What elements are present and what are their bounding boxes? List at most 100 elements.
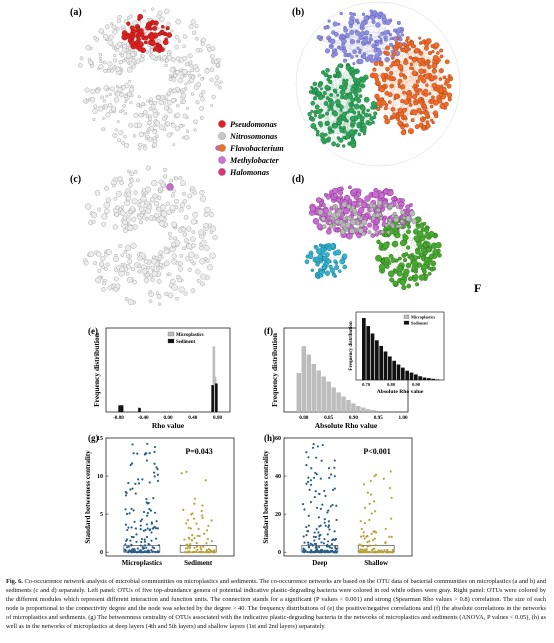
network-node [377,15,382,20]
network-node [409,66,413,70]
network-node [397,78,403,84]
network-node [200,239,207,246]
data-point [388,535,391,538]
network-node [136,178,140,183]
network-node [113,276,119,282]
network-node [98,53,103,57]
network-node [348,107,355,114]
network-node [328,130,332,134]
data-point [335,504,338,507]
network-node [352,12,357,17]
network-node [210,225,217,232]
network-node [423,88,429,94]
network-node [170,29,174,33]
network-node [165,26,170,31]
network-node [324,270,331,276]
network-node [422,116,427,121]
network-node [121,141,125,145]
data-point [143,540,147,543]
data-point [324,524,327,527]
data-point [186,551,189,554]
network-node [180,100,184,104]
network-node [385,51,390,56]
network-node [92,261,98,266]
data-point [128,549,131,552]
network-node [374,230,379,235]
data-point [213,551,216,554]
network-node [441,86,447,92]
network-node [77,63,83,68]
network-node [398,205,404,210]
network-node [170,122,176,128]
network-node [411,259,418,267]
data-point [131,462,134,465]
network-node [361,12,366,16]
network-edge [347,22,359,36]
data-point [152,497,155,500]
network-node [351,188,357,194]
network-node [355,80,360,85]
network-node [144,35,149,40]
data-point [202,545,205,548]
data-point [129,488,132,491]
data-point [303,508,306,511]
bar [362,318,366,380]
network-node [197,73,201,77]
tick-label: 0.95 [374,415,383,421]
bar [418,376,423,380]
data-point [308,488,311,491]
network-node [179,253,184,258]
data-point [327,520,330,523]
network-node [341,35,346,39]
network-node [323,133,328,137]
network-node [418,88,423,93]
data-point [125,491,128,495]
network-node [387,92,393,98]
network-node [336,93,340,97]
network-node [339,108,343,112]
data-point [360,550,363,553]
network-node [337,118,342,123]
data-point [140,537,143,541]
network-node [323,101,329,106]
network-edge [344,30,395,61]
network-node [436,84,441,89]
tick-label: 0.80 [387,382,396,387]
legend-swatch [403,320,410,325]
network-node [162,174,168,179]
network-node [347,93,353,100]
network-node [338,63,343,68]
data-point [142,510,146,514]
network-node [176,103,180,108]
data-point [135,540,138,544]
network-node [384,118,391,125]
data-point [134,527,137,530]
network-node [330,38,336,45]
network-node [117,138,122,143]
network-node [439,48,444,53]
network-node [139,105,143,109]
network-node [169,178,174,183]
network-node [105,94,109,98]
network-node [184,61,190,67]
network-node [328,74,333,79]
network-node [105,249,112,255]
network-node [93,104,98,109]
network-node [321,70,326,75]
panel-label-a: (a) [70,7,82,18]
network-node [324,48,331,54]
network-node [396,36,400,40]
network-node [384,223,389,228]
network-node [98,64,104,70]
network-node [318,37,323,42]
network-node [185,129,190,134]
data-point [359,520,362,523]
network-node [119,92,125,98]
network-node [425,123,431,129]
legend-swatch [218,156,226,164]
network-node [316,248,322,255]
data-point [312,442,315,446]
data-point [155,520,158,523]
network-node [404,50,409,54]
network-node [358,201,363,206]
